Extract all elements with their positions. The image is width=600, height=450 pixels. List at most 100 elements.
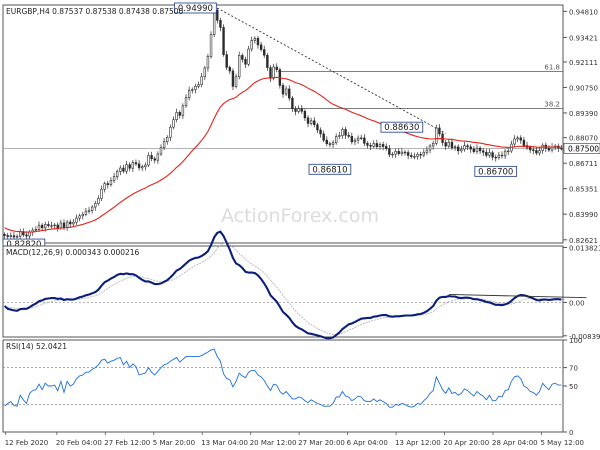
price-tick-label: 0.82621 (569, 237, 598, 245)
candle-body (72, 221, 75, 225)
macd-tick-label: 0.013821 (569, 245, 600, 253)
last-price-label: 0.87500 (568, 144, 599, 153)
candle-body (416, 154, 419, 157)
macd-signal-line (4, 242, 565, 336)
time-tick-label: 5 May 12:00 (540, 439, 584, 447)
candle-body (378, 144, 382, 147)
time-tick-label: 27 Feb 12:00 (104, 439, 150, 447)
candle-body (84, 210, 88, 215)
candle-body (115, 171, 119, 177)
candle-body (175, 112, 178, 120)
candle-body (131, 162, 135, 169)
candle-body (203, 67, 206, 78)
rsi-panel (2, 339, 564, 433)
candle-body (300, 108, 303, 112)
candle-body (516, 137, 519, 140)
candle-body (538, 150, 541, 154)
candle-body (69, 221, 72, 225)
candle-body (363, 137, 366, 144)
candle-body (119, 167, 122, 172)
candle-body (453, 146, 457, 148)
candle-body (172, 119, 175, 128)
candle-body (532, 149, 535, 151)
candle-body (294, 108, 297, 112)
candle-body (59, 222, 63, 229)
candle-body (444, 142, 447, 147)
candle-body (219, 20, 222, 28)
candle-body (519, 137, 522, 141)
candle-body (162, 141, 166, 148)
candle-body (15, 235, 19, 238)
fib-label: 38.2 (544, 101, 560, 109)
price-tick-label: 0.92111 (569, 59, 598, 67)
candle-body (125, 164, 128, 172)
time-tick-label: 13 Apr 12:00 (395, 439, 441, 447)
candle-body (472, 148, 476, 152)
candle-body (3, 234, 6, 236)
candle-body (397, 151, 400, 154)
candle-body (128, 164, 131, 169)
candle-body (535, 150, 538, 154)
candle-body (391, 153, 394, 156)
candle-body (328, 143, 332, 145)
candle-body (169, 126, 172, 138)
candle-body (37, 224, 41, 230)
candle-body (78, 215, 81, 219)
candle-body (253, 38, 257, 41)
price-label: 0.86810 (312, 165, 347, 175)
candle-body (153, 158, 156, 161)
candle-body (400, 151, 404, 154)
candle-body (222, 27, 225, 55)
candle-body (62, 222, 66, 228)
candle-body (375, 143, 379, 147)
candle-body (137, 163, 141, 169)
candle-body (297, 108, 300, 112)
macd-line (3, 230, 562, 340)
candle-body (200, 76, 203, 85)
rsi-tick-label: 50 (569, 383, 578, 391)
time-tick-label: 20 Feb 04:00 (56, 439, 102, 447)
candle-body (334, 136, 338, 144)
rsi-tick-label: 100 (569, 337, 582, 345)
candle-body (40, 224, 44, 229)
candle-body (263, 49, 266, 56)
candle-body (156, 153, 160, 161)
price-label-box (474, 165, 518, 177)
candle-body (106, 183, 110, 186)
candle-body (184, 97, 188, 107)
price-tick-label: 0.89390 (569, 110, 598, 118)
candle-body (507, 150, 510, 153)
time-tick-label: 6 Apr 04:00 (347, 439, 388, 447)
candle-body (385, 146, 388, 150)
time-tick-label: 28 Apr 04:00 (492, 439, 538, 447)
candle-body (547, 148, 551, 151)
candle-body (372, 143, 375, 147)
trendline (217, 7, 446, 134)
candle-body (366, 143, 369, 146)
candle-body (122, 167, 125, 172)
candle-body (360, 137, 363, 139)
candle-body (150, 155, 153, 159)
candle-body (419, 154, 422, 156)
candle-body (522, 139, 526, 146)
candle-body (228, 67, 232, 72)
candle-body (456, 146, 460, 152)
candle-body (431, 143, 435, 147)
candle-body (272, 66, 275, 79)
price-label: 0.94990 (178, 4, 213, 14)
watermark: ActionForex.com (221, 205, 379, 227)
candle-body (485, 151, 488, 156)
candle-body (494, 156, 497, 159)
macd-tick-label: 0.00 (569, 299, 585, 307)
candle-body (475, 147, 479, 152)
price-tick-label: 0.94810 (569, 8, 598, 16)
candle-body (103, 183, 106, 190)
candle-body (256, 38, 260, 46)
time-tick-label: 5 Mar 20:00 (153, 439, 195, 447)
price-tick-label: 0.83990 (569, 211, 598, 219)
candle-body (166, 137, 169, 142)
candle-body (528, 147, 532, 151)
candle-body (482, 150, 485, 153)
price-tick-label: 0.85351 (569, 186, 598, 194)
